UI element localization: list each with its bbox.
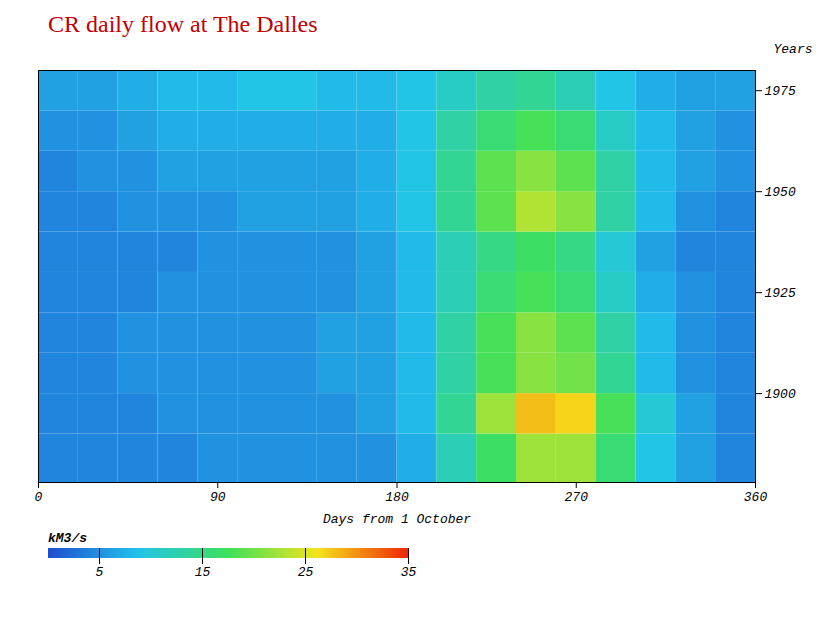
- svg-text:270: 270: [565, 490, 589, 505]
- svg-text:180: 180: [385, 490, 409, 505]
- svg-text:Days from 1 October: Days from 1 October: [323, 512, 471, 527]
- svg-text:90: 90: [210, 490, 226, 505]
- svg-text:0: 0: [35, 490, 43, 505]
- svg-text:25: 25: [298, 565, 314, 580]
- svg-text:35: 35: [401, 565, 417, 580]
- svg-text:1900: 1900: [765, 387, 796, 402]
- svg-text:Years: Years: [773, 42, 812, 57]
- svg-text:5: 5: [96, 565, 104, 580]
- svg-text:1975: 1975: [765, 84, 796, 99]
- svg-text:kM3/s: kM3/s: [48, 531, 87, 546]
- svg-text:1925: 1925: [765, 286, 796, 301]
- html-text:CR daily flow at The Dalles: CR daily flow at The Dalles: [48, 11, 318, 37]
- svg-text:1950: 1950: [765, 185, 796, 200]
- svg-text:15: 15: [195, 565, 211, 580]
- svg-text:360: 360: [744, 490, 768, 505]
